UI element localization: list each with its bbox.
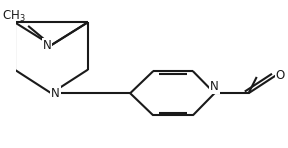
Text: N: N <box>210 80 219 93</box>
Text: N: N <box>51 87 60 100</box>
Text: CH$_3$: CH$_3$ <box>2 9 25 24</box>
Text: N: N <box>43 39 51 52</box>
Text: O: O <box>276 69 285 82</box>
